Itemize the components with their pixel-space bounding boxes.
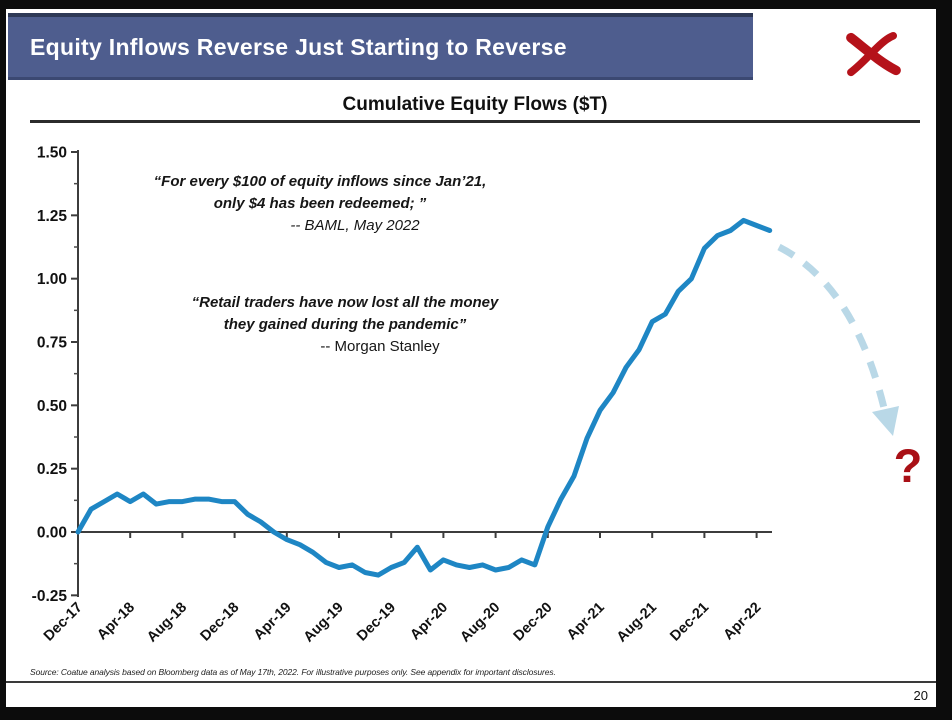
slide-title-bar: Equity Inflows Reverse Just Starting to …: [8, 13, 753, 80]
y-tick-label: 0.25: [37, 461, 68, 478]
x-tick-label: Aug-20: [457, 600, 503, 646]
y-tick-label: 1.25: [37, 208, 68, 225]
x-tick-label: Dec-18: [197, 600, 242, 645]
x-tick-label: Apr-19: [251, 600, 295, 644]
slide-title: Equity Inflows Reverse Just Starting to …: [30, 33, 567, 60]
y-tick-label: 1.50: [37, 145, 67, 162]
projection-arrowhead-icon: [872, 406, 899, 436]
frame-bottom: [0, 707, 952, 720]
frame-right: [936, 0, 952, 720]
quote-baml: “For every $100 of equity inflows since …: [120, 171, 520, 237]
projection-arrow-curve: [777, 243, 888, 409]
chart-title: Cumulative Equity Flows ($T): [342, 94, 608, 115]
footer-divider: [6, 681, 936, 683]
quote-ms-line-1: “Retail traders have now lost all the mo…: [191, 294, 499, 311]
equity-flows-line: [75, 217, 773, 578]
logo-stroke-2: [847, 31, 897, 77]
quote-morgan-stanley: “Retail traders have now lost all the mo…: [135, 292, 555, 358]
x-tick-label: Dec-21: [667, 600, 712, 645]
x-tick-label: Dec-20: [511, 600, 556, 645]
quote-baml-line-1: “For every $100 of equity inflows since …: [153, 173, 487, 190]
x-tick-label: Apr-20: [407, 600, 451, 644]
source-note: Source: Coatue analysis based on Bloombe…: [30, 667, 556, 677]
question-mark-annotation: ?: [893, 439, 923, 492]
frame-top: [0, 0, 952, 9]
page-number: 20: [913, 688, 928, 703]
chart-title-underline: [30, 120, 920, 123]
y-tick-label: 1.00: [37, 271, 67, 288]
x-tick-label: Dec-19: [354, 600, 399, 645]
quote-baml-line-2: only $4 has been redeemed; ”: [213, 195, 427, 212]
frame-left: [0, 0, 6, 720]
x-tick-label: Apr-21: [564, 600, 608, 644]
coatue-x-logo: [846, 31, 901, 77]
quote-ms-line-2: they gained during the pandemic”: [223, 316, 467, 333]
x-tick-label: Aug-19: [301, 600, 347, 646]
x-tick-label: Aug-21: [614, 600, 660, 646]
y-tick-label: 0.00: [37, 525, 67, 542]
y-tick-label: 0.50: [37, 398, 67, 415]
x-tick-label: Dec-17: [41, 600, 86, 645]
projection-arrow: [777, 243, 899, 436]
x-tick-label: Apr-22: [721, 600, 765, 644]
x-tick-label: Apr-18: [94, 600, 138, 644]
quote-ms-attribution: -- Morgan Stanley: [320, 338, 440, 355]
x-tick-label: Aug-18: [144, 600, 190, 646]
y-tick-label: -0.25: [32, 588, 68, 605]
quote-baml-attribution: -- BAML, May 2022: [290, 217, 420, 234]
y-tick-label: 0.75: [37, 335, 68, 352]
